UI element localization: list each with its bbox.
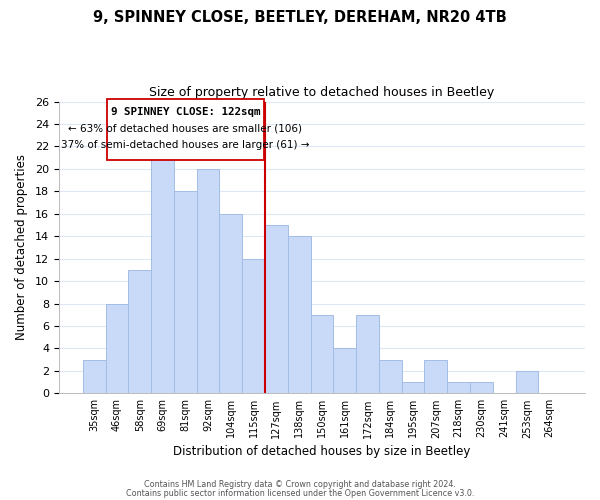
Text: 37% of semi-detached houses are larger (61) →: 37% of semi-detached houses are larger (…: [61, 140, 310, 150]
Bar: [334, 348, 356, 394]
X-axis label: Distribution of detached houses by size in Beetley: Distribution of detached houses by size …: [173, 444, 470, 458]
Bar: [470, 382, 493, 394]
Bar: [265, 225, 288, 394]
Bar: [379, 360, 401, 394]
Y-axis label: Number of detached properties: Number of detached properties: [15, 154, 28, 340]
Bar: [220, 214, 242, 394]
Text: Contains public sector information licensed under the Open Government Licence v3: Contains public sector information licen…: [126, 488, 474, 498]
Bar: [447, 382, 470, 394]
Bar: [197, 169, 220, 394]
Text: 9 SPINNEY CLOSE: 122sqm: 9 SPINNEY CLOSE: 122sqm: [110, 106, 260, 117]
Text: ← 63% of detached houses are smaller (106): ← 63% of detached houses are smaller (10…: [68, 124, 302, 134]
Bar: [128, 270, 151, 394]
Bar: [356, 315, 379, 394]
Text: Contains HM Land Registry data © Crown copyright and database right 2024.: Contains HM Land Registry data © Crown c…: [144, 480, 456, 489]
Bar: [83, 360, 106, 394]
Bar: [288, 236, 311, 394]
Bar: [174, 192, 197, 394]
FancyBboxPatch shape: [107, 100, 264, 160]
Bar: [424, 360, 447, 394]
Bar: [106, 304, 128, 394]
Bar: [515, 371, 538, 394]
Title: Size of property relative to detached houses in Beetley: Size of property relative to detached ho…: [149, 86, 494, 99]
Bar: [311, 315, 334, 394]
Bar: [151, 146, 174, 394]
Bar: [401, 382, 424, 394]
Bar: [242, 258, 265, 394]
Text: 9, SPINNEY CLOSE, BEETLEY, DEREHAM, NR20 4TB: 9, SPINNEY CLOSE, BEETLEY, DEREHAM, NR20…: [93, 10, 507, 25]
